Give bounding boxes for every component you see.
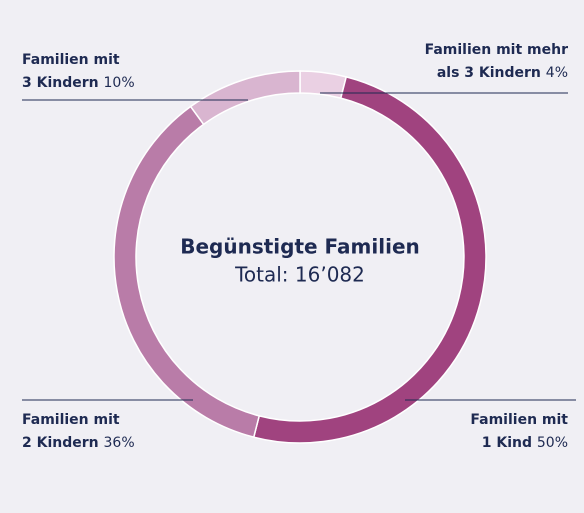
value-label: 50% <box>537 435 568 451</box>
slice-label: als 3 Kindern 4% <box>437 65 568 81</box>
category-text: 3 Kindern <box>22 75 99 91</box>
category-text: als 3 Kindern <box>437 65 541 81</box>
category-text: Familien mit <box>470 412 568 428</box>
value-label: 4% <box>546 65 568 81</box>
category-text: 2 Kindern <box>22 435 99 451</box>
slice <box>299 70 348 100</box>
slice-label: 3 Kindern 10% <box>22 75 135 91</box>
slice-label: Familien mit mehr <box>425 42 569 58</box>
slice-label: Familien mit <box>22 52 120 68</box>
slice <box>189 70 301 126</box>
value-label: 10% <box>104 75 135 91</box>
slice-label: Familien mit <box>22 412 120 428</box>
slice <box>252 75 487 444</box>
slice-label: 1 Kind 50% <box>482 435 568 451</box>
category-text: 1 Kind <box>482 435 532 451</box>
category-text: Familien mit mehr <box>425 42 569 58</box>
slice-label: Familien mit <box>470 412 568 428</box>
category-text: Familien mit <box>22 52 120 68</box>
slice-label: 2 Kindern 36% <box>22 435 135 451</box>
chart-subtitle: Total: 16’082 <box>234 263 365 287</box>
value-label: 36% <box>104 435 135 451</box>
chart-title: Begünstigte Familien <box>180 235 420 259</box>
category-text: Familien mit <box>22 412 120 428</box>
